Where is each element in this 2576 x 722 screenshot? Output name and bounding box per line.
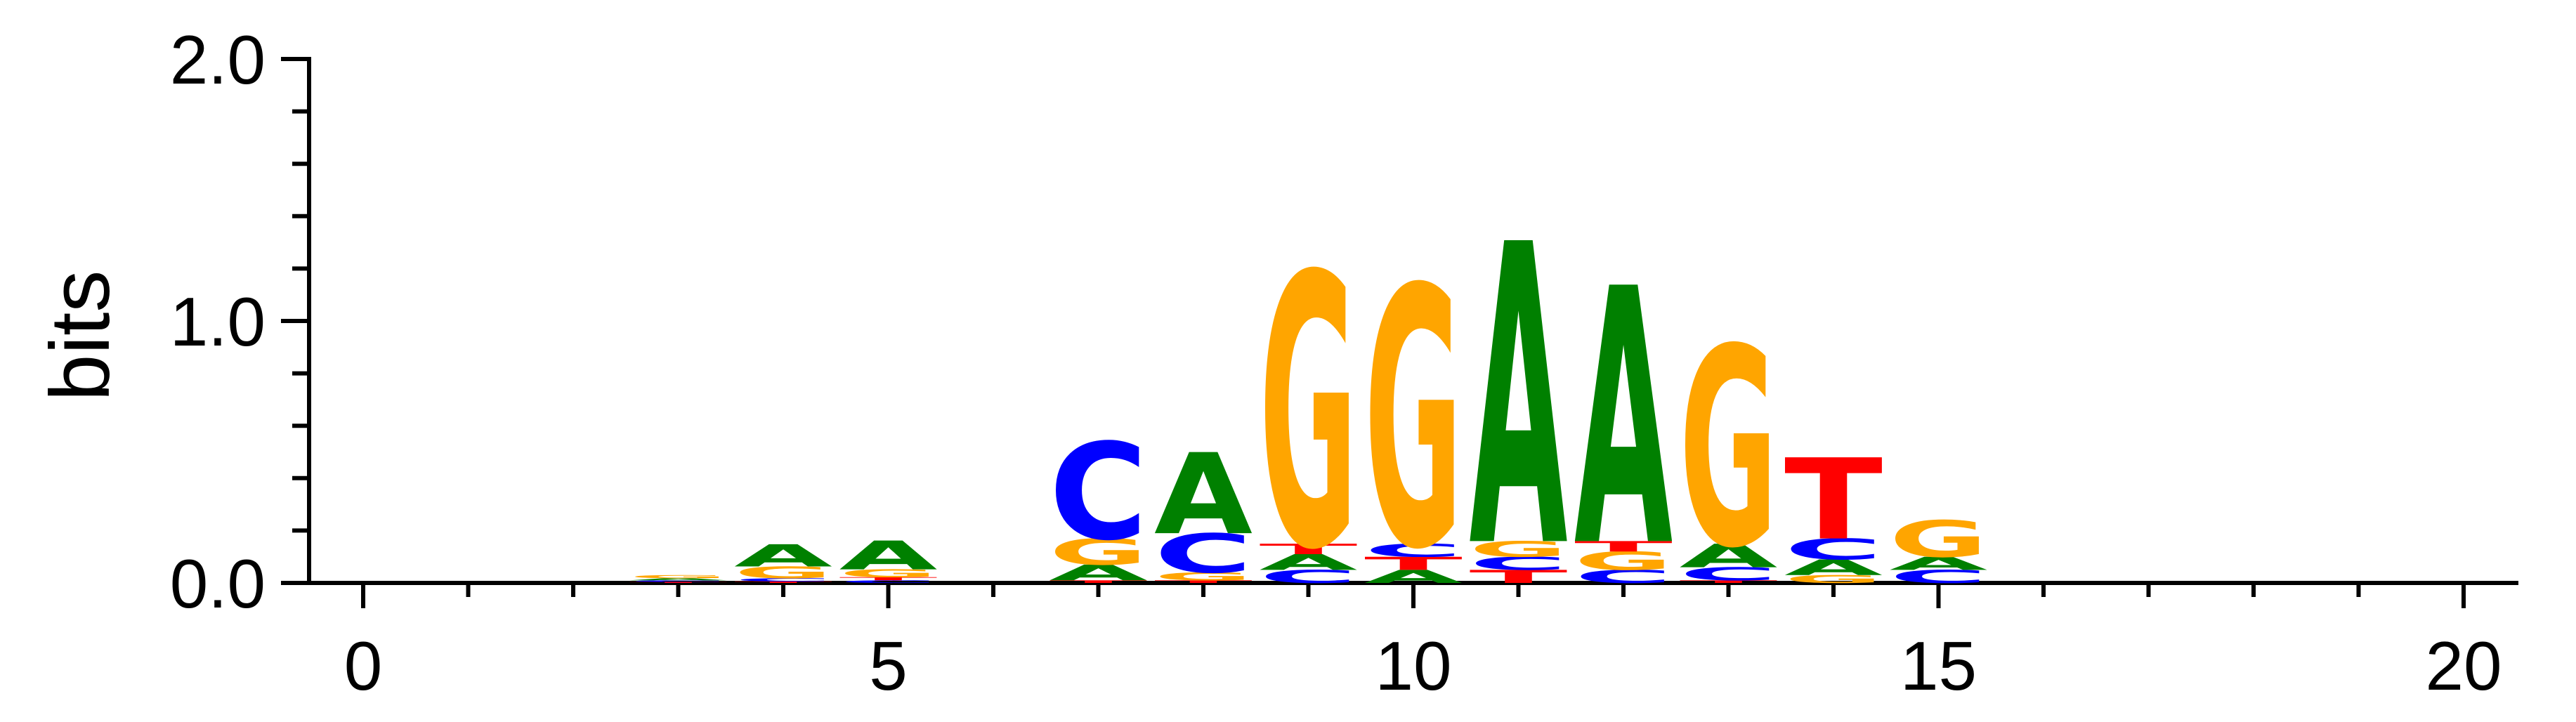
logo-letter-G: G bbox=[1784, 573, 1883, 586]
x-tick-label: 10 bbox=[1375, 627, 1451, 704]
logo-letter-A: A bbox=[1784, 555, 1883, 580]
logo-letter-A: A bbox=[734, 539, 832, 575]
logo-letter-G: G bbox=[734, 563, 832, 582]
logo-letter-G: G bbox=[1050, 531, 1148, 573]
logo-letter-T: T bbox=[1680, 579, 1778, 584]
logo-letter-A: A bbox=[1680, 537, 1778, 575]
logo-letter-C: C bbox=[1364, 540, 1463, 561]
logo-letter-C: C bbox=[1890, 567, 1988, 588]
x-tick-label: 15 bbox=[1900, 627, 1977, 704]
logo-letter-C: C bbox=[734, 577, 832, 582]
logo-letter-T: T bbox=[629, 582, 728, 583]
logo-letter-A: A bbox=[629, 577, 728, 581]
logo-letter-C: C bbox=[1050, 415, 1148, 570]
logo-letter-G: G bbox=[839, 567, 938, 580]
logo-letter-C: C bbox=[1574, 567, 1673, 588]
logo-letter-G: G bbox=[629, 575, 728, 579]
logo-letter-T: T bbox=[1574, 538, 1673, 555]
logo-letter-T: T bbox=[1784, 436, 1883, 565]
logo-letter-T: T bbox=[1050, 579, 1148, 584]
logo-letter-A: A bbox=[1890, 553, 1988, 575]
logo-letter-C: C bbox=[839, 579, 938, 584]
logo-letter-G: G bbox=[1680, 291, 1778, 608]
logo-letter-G: G bbox=[1154, 570, 1253, 583]
logo-letter-A: A bbox=[1050, 560, 1148, 586]
y-axis-title: bits bbox=[33, 270, 127, 402]
logo-letter-T: T bbox=[1364, 553, 1463, 575]
logo-letter-A: A bbox=[1574, 215, 1673, 624]
logo-letter-T: T bbox=[1260, 541, 1358, 558]
logo-letter-G: G bbox=[1890, 511, 1988, 569]
logo-letter-A: A bbox=[1154, 431, 1253, 560]
logo-letter-C: C bbox=[1154, 523, 1253, 585]
logo-letter-T: T bbox=[1470, 566, 1568, 587]
logo-letter-A: A bbox=[1470, 157, 1569, 638]
logo-letter-G: G bbox=[1470, 537, 1568, 562]
logo-letter-T: T bbox=[839, 577, 938, 582]
logo-letter-C: C bbox=[629, 580, 728, 583]
y-tick-label: 2.0 bbox=[170, 21, 266, 98]
logo-letter-T: T bbox=[1154, 579, 1253, 584]
logo-letter-C: C bbox=[1470, 553, 1568, 575]
logo-letter-T: T bbox=[734, 581, 832, 584]
y-ticks: 0.0 1.0 2.0 bbox=[170, 21, 309, 622]
x-ticks: 0 5 10 15 20 bbox=[344, 583, 2502, 704]
logo-letter-A: A bbox=[1260, 550, 1358, 575]
y-tick-label: 0.0 bbox=[170, 545, 266, 622]
x-tick-label: 0 bbox=[344, 627, 383, 704]
x-tick-label: 5 bbox=[869, 627, 908, 704]
logo-letter-G: G bbox=[1574, 547, 1673, 577]
logo-letter-C: C bbox=[1680, 564, 1778, 585]
x-tick-label: 20 bbox=[2425, 627, 2502, 704]
logo-letter-C: C bbox=[1260, 567, 1358, 588]
logo-letter-G: G bbox=[1364, 215, 1463, 628]
logo-letter-A: A bbox=[1364, 566, 1463, 587]
y-tick-label: 1.0 bbox=[170, 283, 266, 360]
logo-letter-A: A bbox=[839, 533, 938, 579]
logo-letter-G: G bbox=[1260, 199, 1358, 633]
logo-letter-C: C bbox=[1784, 533, 1883, 567]
